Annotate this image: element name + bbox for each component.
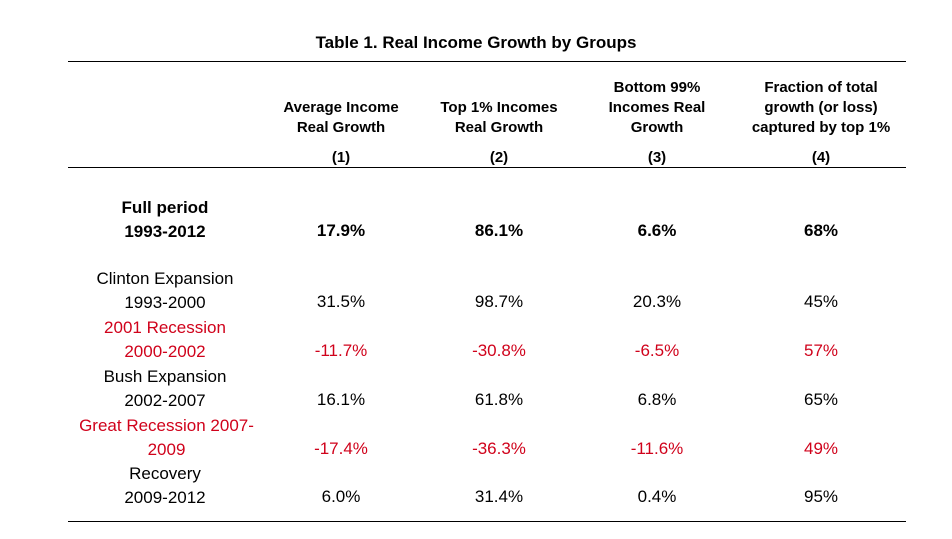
table-cell: 98.7% [474, 292, 524, 311]
row-label-full-period: Full period 1993-2012 [68, 196, 262, 244]
table-cell: 68% [803, 221, 839, 240]
table-cell: 49% [803, 439, 839, 458]
col-header-1-line-2: Real Growth [296, 119, 386, 136]
table-cell: -6.5% [634, 341, 680, 360]
row-label-line: 2002-2007 [124, 391, 206, 410]
table-cell: -11.6% [630, 439, 684, 458]
col-header-2-line-1: Top 1% Incomes [440, 99, 558, 116]
row-label-line: 1993-2000 [124, 293, 206, 312]
col-header-3-line-2: Incomes Real [608, 99, 706, 116]
row-label-line: Great Recession 2007- [79, 416, 254, 435]
table-cell: 65% [803, 390, 839, 409]
col-header-4-line-1: Fraction of total [764, 79, 878, 96]
col-header-3-line-3: Growth [630, 119, 684, 136]
row-label-line: Bush Expansion [103, 367, 227, 386]
row-label-line: Recovery [129, 464, 201, 483]
table-cell: -11.7% [314, 341, 368, 360]
col-header-4-line-2: growth (or loss) [764, 99, 878, 116]
col-header-4-line-3: captured by top 1% [751, 119, 891, 136]
row-label-recovery: Recovery 2009-2012 [68, 462, 262, 510]
table-cell: -17.4% [314, 439, 368, 458]
col-number-4: (4) [811, 149, 831, 166]
row-label-line: 2001 Recession [104, 318, 226, 337]
bottom-rule [68, 521, 906, 522]
row-label-line: 2000-2002 [124, 342, 206, 361]
col-header-4: Fraction of total growth (or loss) captu… [736, 78, 906, 138]
table-cell: 86.1% [474, 221, 524, 240]
table-cell: 16.1% [316, 390, 366, 409]
col-header-3-line-1: Bottom 99% [613, 79, 701, 96]
table-cell: 20.3% [632, 292, 682, 311]
table-cell: 6.6% [637, 221, 677, 240]
col-header-1-line-1: Average Income [283, 99, 399, 116]
col-header-1: Average Income Real Growth [262, 98, 420, 138]
row-label-line: Full period [121, 198, 209, 217]
col-number-3: (3) [647, 149, 667, 166]
table-cell: -30.8% [472, 341, 526, 360]
row-label-2001-recession: 2001 Recession 2000-2002 [68, 316, 262, 364]
col-number-1: (1) [331, 149, 351, 166]
col-header-2-line-2: Real Growth [454, 119, 544, 136]
table-cell: -36.3% [472, 439, 526, 458]
table-cell: 95% [803, 487, 839, 506]
col-header-2: Top 1% Incomes Real Growth [420, 98, 578, 138]
table-cell: 6.8% [637, 390, 677, 409]
table-cell: 57% [803, 341, 839, 360]
col-number-2: (2) [489, 149, 509, 166]
table-cell: 31.4% [474, 487, 524, 506]
table-title: Table 1. Real Income Growth by Groups [315, 33, 637, 52]
table-cell: 0.4% [637, 487, 677, 506]
row-label-line: 2009 [147, 440, 186, 459]
table-cell: 17.9% [316, 221, 366, 240]
row-label-clinton-expansion: Clinton Expansion 1993-2000 [68, 267, 262, 315]
table-cell: 31.5% [316, 292, 366, 311]
row-label-bush-expansion: Bush Expansion 2002-2007 [68, 365, 262, 413]
row-label-line: Clinton Expansion [96, 269, 234, 288]
table-cell: 61.8% [474, 390, 524, 409]
row-label-line: 1993-2012 [124, 222, 206, 241]
top-rule [68, 61, 906, 62]
row-label-great-recession: Great Recession 2007- 2009 [64, 414, 269, 462]
col-header-3: Bottom 99% Incomes Real Growth [578, 78, 736, 138]
table-cell: 6.0% [321, 487, 361, 506]
table-cell: 45% [803, 292, 839, 311]
header-rule [68, 167, 906, 168]
row-label-line: 2009-2012 [124, 488, 206, 507]
